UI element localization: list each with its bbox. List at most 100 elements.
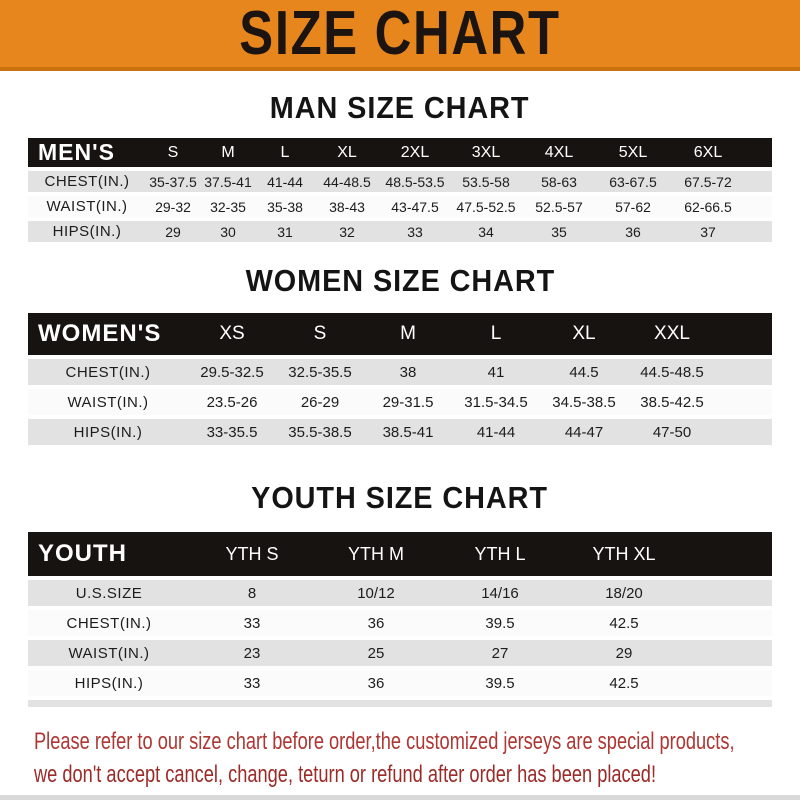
row-label: WAIST(IN.) [28,636,190,668]
spacer-cell [686,606,772,638]
size-charts: MAN SIZE CHART MEN'S S M L XL 2XL 3XL 4XL 5XL 6XL… [0,91,800,707]
size-column-header: XXL [628,313,716,357]
size-value: 58-63 [522,167,596,194]
size-column-header: S [276,313,364,357]
size-value: 52.5-57 [522,192,596,219]
size-column-header: L [452,313,540,357]
spacer-cell [716,385,772,417]
table-row: HIPS(IN.) 29 30 31 32 33 34 35 36 37 [28,217,772,242]
size-value: 39.5 [438,606,562,638]
size-value: 44-47 [540,415,628,445]
row-label: CHEST(IN.) [28,167,146,194]
size-column-header: YTH S [190,532,314,578]
size-column-header: XL [314,138,380,169]
size-value: 38 [364,355,452,387]
row-label: HIPS(IN.) [28,217,146,242]
size-value: 34 [450,217,522,242]
table-row: U.S.SIZE 8 10/12 14/16 18/20 [28,576,772,608]
youth-size-table: YOUTH YTH S YTH M YTH L YTH XL U.S.SIZE 8 10/12… [28,532,772,707]
size-value: 41 [452,355,540,387]
table-row: WAIST(IN.) 23 25 27 29 [28,636,772,668]
man-size-section: MAN SIZE CHART MEN'S S M L XL 2XL 3XL 4XL 5XL 6XL… [0,91,800,242]
size-header-row: WOMEN'S XS S M L XL XXL [28,313,772,357]
size-value: 47.5-52.5 [450,192,522,219]
size-value: 38.5-41 [364,415,452,445]
size-chart-banner: SIZE CHART [0,0,800,71]
banner-title: SIZE CHART [239,0,561,68]
size-value: 29 [146,217,200,242]
size-value: 37 [670,217,746,242]
size-value: 32-35 [200,192,256,219]
table-row: HIPS(IN.) 33-35.5 35.5-38.5 38.5-41 41-44 44-… [28,415,772,445]
size-value: 36 [596,217,670,242]
size-value: 42.5 [562,666,686,698]
size-value: 32.5-35.5 [276,355,364,387]
size-column-header: 4XL [522,138,596,169]
row-label: CHEST(IN.) [28,355,188,387]
size-value: 29-31.5 [364,385,452,417]
size-value: 33 [190,606,314,638]
order-notice: Please refer to our size chart before or… [34,725,800,791]
spacer-cell [686,666,772,698]
spacer-cell [716,415,772,445]
size-column-header: 2XL [380,138,450,169]
size-header-row: MEN'S S M L XL 2XL 3XL 4XL 5XL 6XL [28,138,772,169]
size-table: WOMEN'S XS S M L XL XXL CHEST(IN.) 29.5-32.5 32.5… [28,313,772,445]
table-row: CHEST(IN.) 29.5-32.5 32.5-35.5 38 41 44.5 44.5… [28,355,772,387]
size-value: 31 [256,217,314,242]
bottom-edge-strip [0,795,800,800]
size-value: 10/12 [314,576,438,608]
size-value: 44-48.5 [314,167,380,194]
size-value: 62-66.5 [670,192,746,219]
table-corner-label: YOUTH [28,532,190,578]
youth-section-heading: YOUTH SIZE CHART [251,480,549,515]
spacer-cell [746,192,772,219]
end-strip-cell [28,696,772,707]
spacer-cell [746,167,772,194]
size-column-header: YTH L [438,532,562,578]
size-value: 29-32 [146,192,200,219]
size-value: 27 [438,636,562,668]
size-value: 29.5-32.5 [188,355,276,387]
size-value: 8 [190,576,314,608]
size-column-header: S [146,138,200,169]
youth-size-section: YOUTH SIZE CHART YOUTH YTH S YTH M YTH L YTH… [0,481,800,707]
size-value: 35.5-38.5 [276,415,364,445]
size-value: 26-29 [276,385,364,417]
size-value: 34.5-38.5 [540,385,628,417]
size-value: 32 [314,217,380,242]
spacer-cell [716,313,772,357]
notice-line-2: we don't accept cancel, change, teturn o… [34,761,657,788]
size-value: 35-37.5 [146,167,200,194]
size-value: 63-67.5 [596,167,670,194]
size-column-header: M [364,313,452,357]
size-column-header: 5XL [596,138,670,169]
size-column-header: 3XL [450,138,522,169]
spacer-cell [686,532,772,578]
size-column-header: XL [540,313,628,357]
size-value: 41-44 [452,415,540,445]
size-value: 23 [190,636,314,668]
size-value: 37.5-41 [200,167,256,194]
row-label: WAIST(IN.) [28,385,188,417]
table-row: WAIST(IN.) 29-32 32-35 35-38 38-43 43-47.5 47.… [28,192,772,219]
size-value: 44.5 [540,355,628,387]
women-section-heading: WOMEN SIZE CHART [245,263,555,298]
size-column-header: 6XL [670,138,746,169]
size-header-row: YOUTH YTH S YTH M YTH L YTH XL [28,532,772,578]
size-value: 14/16 [438,576,562,608]
size-value: 36 [314,666,438,698]
row-label: WAIST(IN.) [28,192,146,219]
size-value: 41-44 [256,167,314,194]
table-end-strip [28,696,772,707]
table-corner-label: WOMEN'S [28,313,188,357]
size-value: 43-47.5 [380,192,450,219]
size-value: 33-35.5 [188,415,276,445]
size-column-header: L [256,138,314,169]
size-column-header: M [200,138,256,169]
size-value: 47-50 [628,415,716,445]
size-column-header: XS [188,313,276,357]
spacer-cell [746,217,772,242]
spacer-cell [716,355,772,387]
table-row: WAIST(IN.) 23.5-26 26-29 29-31.5 31.5-34.5 34… [28,385,772,417]
